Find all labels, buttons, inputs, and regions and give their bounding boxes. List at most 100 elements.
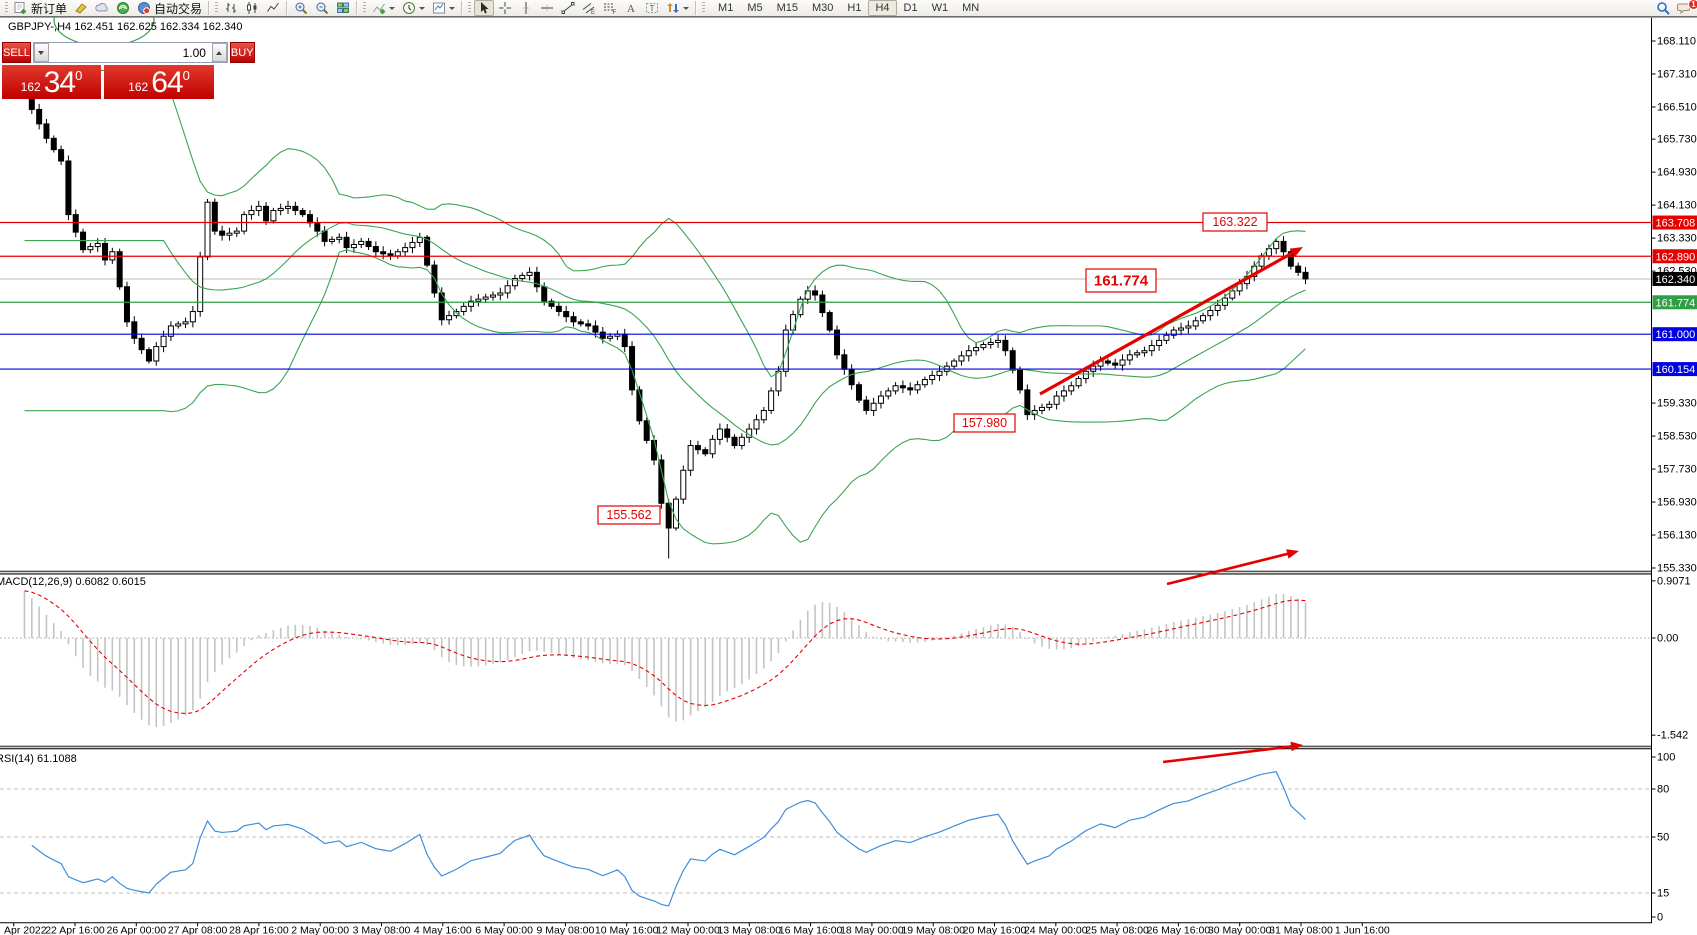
- shapes-button[interactable]: [663, 0, 692, 16]
- svg-text:28 Apr 16:00: 28 Apr 16:00: [229, 925, 289, 935]
- svg-text:3 May 08:00: 3 May 08:00: [353, 925, 411, 935]
- timeframe-button-d1[interactable]: D1: [903, 2, 918, 14]
- rsi-trend-arrow[interactable]: [1162, 741, 1303, 764]
- macd-signal-line: [24, 590, 1306, 715]
- autotrading-button-label: 自动交易: [154, 1, 203, 16]
- svg-text:10 May 16:00: 10 May 16:00: [595, 925, 659, 935]
- brush-icon: [74, 1, 88, 15]
- bollinger-bands: [24, 69, 1306, 545]
- zoom-out-button[interactable]: [312, 0, 332, 16]
- cursor-button[interactable]: [474, 0, 495, 16]
- svg-text:159.330: 159.330: [1657, 398, 1697, 410]
- main-toolbar: 新订单 自动交易 E F A T M1 M5 M15 M30 H1 H4 D1 W1 MN 1: [0, 0, 1697, 17]
- svg-text:163.708: 163.708: [1656, 218, 1696, 230]
- timeframe-button-w1[interactable]: W1: [931, 2, 949, 14]
- zoom-in-button[interactable]: [291, 0, 311, 16]
- trendline-button[interactable]: [558, 0, 578, 16]
- chat-button[interactable]: 1: [1674, 0, 1697, 16]
- macd-trend-arrow[interactable]: [1166, 549, 1299, 586]
- zoom-in-icon: [294, 1, 308, 15]
- dropdown-caret-icon[interactable]: [449, 7, 456, 13]
- buy-button[interactable]: BUY: [229, 42, 255, 63]
- macd-histogram: [23, 590, 1307, 727]
- timeframe-button-m5[interactable]: M5: [747, 2, 763, 14]
- text-button[interactable]: A: [621, 0, 641, 16]
- rsi-indicator-label: RSI(14) 61.1088: [0, 753, 77, 765]
- crosshair-button[interactable]: [495, 0, 515, 16]
- timeframe-button-mn[interactable]: MN: [962, 2, 980, 14]
- fibonacci-button[interactable]: F: [600, 0, 620, 16]
- search-button[interactable]: [1653, 0, 1673, 16]
- timeframe-button-m15[interactable]: M15: [776, 2, 798, 14]
- search-icon: [1656, 1, 1670, 15]
- timeframe-button-h1[interactable]: H1: [847, 2, 862, 14]
- timeframe-button-m30[interactable]: M30: [812, 2, 834, 14]
- svg-text:100: 100: [1657, 752, 1675, 764]
- svg-text:9 May 08:00: 9 May 08:00: [537, 925, 595, 935]
- price-scale[interactable]: 168.110 167.310 166.510 165.730 164.930 164.1…: [1651, 36, 1697, 924]
- buy-price-display[interactable]: 162 64 0: [104, 65, 214, 99]
- templates-button[interactable]: [429, 0, 458, 16]
- timeframe-button-h4[interactable]: H4: [868, 0, 897, 16]
- chart-window[interactable]: 168.110 167.310 166.510 165.730 164.930 164.1…: [0, 17, 1697, 935]
- price-annotation-label[interactable]: 163.322: [1202, 212, 1268, 232]
- svg-text:160.154: 160.154: [1656, 364, 1696, 376]
- volume-input[interactable]: [48, 43, 212, 62]
- svg-text:22 Apr 16:00: 22 Apr 16:00: [45, 925, 105, 935]
- sell-button[interactable]: SELL: [2, 42, 31, 63]
- svg-text:155.330: 155.330: [1657, 563, 1697, 575]
- price-line-label: 162.340: [1652, 271, 1697, 286]
- toolbar-separator: [208, 1, 211, 15]
- sell-price-big-digits: 34: [43, 66, 76, 99]
- sell-price-display[interactable]: 162 34 0: [2, 65, 101, 99]
- periods-button[interactable]: [399, 0, 428, 16]
- notification-badge: 1: [1688, 0, 1697, 10]
- price-trend-arrow[interactable]: [1039, 247, 1303, 396]
- signals-button[interactable]: [113, 0, 133, 16]
- one-click-trading-panel: SELL BUY 162 34 0 162 64 0: [2, 42, 255, 99]
- equidistant-channel-button[interactable]: E: [579, 0, 599, 16]
- price-annotation-label[interactable]: 155.562: [597, 505, 661, 525]
- profiles-button[interactable]: [92, 0, 112, 16]
- dropdown-caret-icon[interactable]: [683, 7, 690, 13]
- symbol-ohlc-info: GBPJPY-,H4 162.451 162.625 162.334 162.3…: [8, 21, 243, 33]
- dropdown-caret-icon[interactable]: [419, 7, 426, 13]
- autotrading-button[interactable]: 自动交易: [134, 0, 205, 16]
- tile-windows-icon: [336, 1, 350, 15]
- svg-text:15: 15: [1657, 888, 1669, 900]
- svg-text:156.930: 156.930: [1657, 497, 1697, 509]
- svg-text:T: T: [650, 4, 655, 13]
- svg-text:165.730: 165.730: [1657, 134, 1697, 146]
- new-order-button[interactable]: 新订单: [11, 0, 70, 16]
- text-label-button[interactable]: T: [642, 0, 662, 16]
- vertical-line-button[interactable]: [516, 0, 536, 16]
- price-line-label: 161.000: [1652, 327, 1697, 342]
- horizontal-line-button[interactable]: [537, 0, 557, 16]
- svg-text:0.9071: 0.9071: [1657, 575, 1691, 587]
- line-chart-button[interactable]: [263, 0, 283, 16]
- bar-chart-button[interactable]: [221, 0, 241, 16]
- svg-text:E: E: [591, 10, 595, 15]
- volume-decrease-button[interactable]: [33, 43, 49, 62]
- timeframe-button-m1[interactable]: M1: [718, 2, 734, 14]
- price-annotation-label[interactable]: 157.980: [953, 413, 1016, 433]
- chart-style-button[interactable]: [71, 0, 91, 16]
- price-chart-canvas[interactable]: 168.110 167.310 166.510 165.730 164.930 164.1…: [0, 17, 1697, 935]
- price-annotation-label[interactable]: 161.774: [1085, 268, 1157, 293]
- toolbar-separator: [695, 1, 698, 15]
- candlestick-chart-button[interactable]: [242, 0, 262, 16]
- tile-windows-button[interactable]: [333, 0, 353, 16]
- indicators-button[interactable]: [369, 0, 398, 16]
- svg-text:12 May 00:00: 12 May 00:00: [656, 925, 720, 935]
- buy-price-prefix: 162: [128, 80, 149, 94]
- svg-text:24 May 00:00: 24 May 00:00: [1024, 925, 1088, 935]
- price-line-label: 162.890: [1652, 249, 1697, 264]
- toolbar-separator: [356, 1, 359, 15]
- dropdown-caret-icon[interactable]: [389, 7, 396, 13]
- toolbar-drag-handle: [363, 2, 367, 14]
- svg-text:167.310: 167.310: [1657, 68, 1697, 80]
- new-order-icon: [14, 1, 28, 15]
- macd-indicator-label: MACD(12,26,9) 0.6082 0.6015: [0, 576, 146, 588]
- volume-increase-button[interactable]: [211, 43, 227, 62]
